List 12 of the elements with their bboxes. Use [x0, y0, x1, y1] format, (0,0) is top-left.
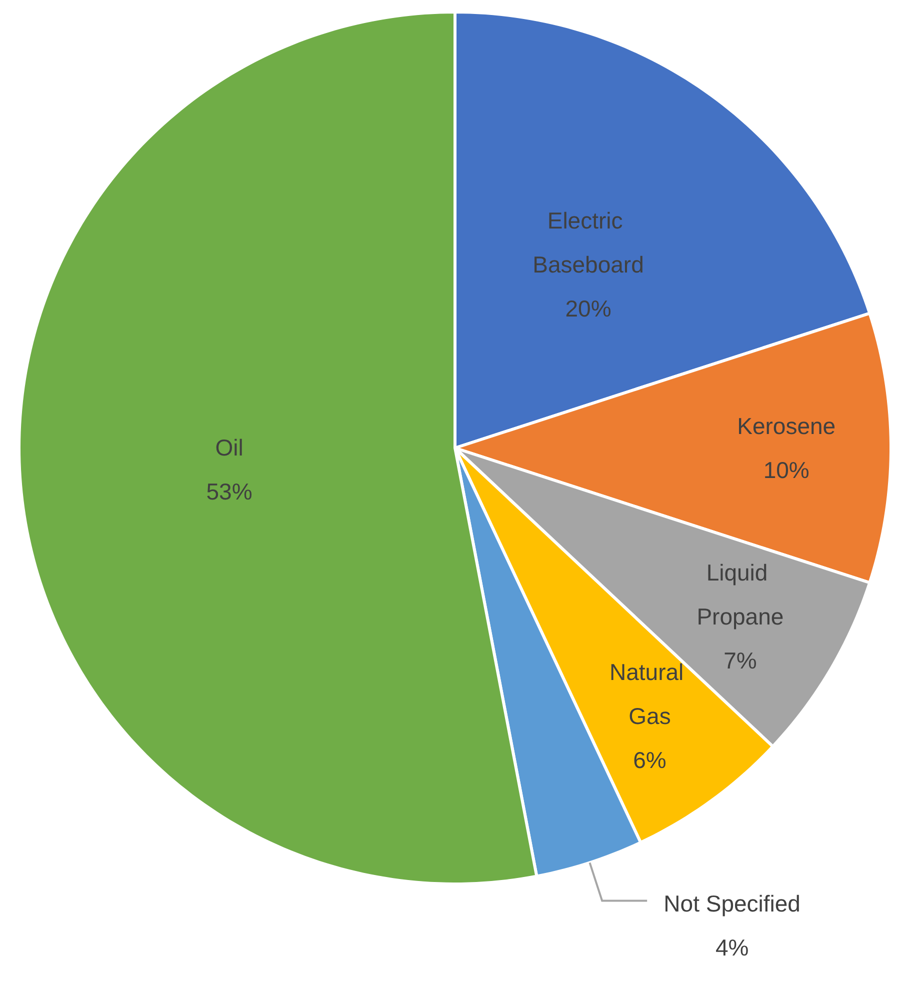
data-label: 7% — [724, 648, 757, 674]
data-label: 53% — [206, 478, 252, 504]
slice-label: Electric Baseboard — [532, 208, 644, 278]
slice-label: Natural Gas — [609, 659, 690, 730]
slice-label: Liquid Propane — [696, 560, 784, 630]
slice-label: Not Specified — [664, 890, 800, 917]
data-label: 4% — [715, 934, 749, 961]
slice-label: Kerosene — [737, 413, 836, 439]
data-label: 10% — [763, 457, 810, 483]
data-label: 20% — [565, 296, 612, 322]
data-label: 6% — [633, 747, 666, 774]
slice-label: Oil — [215, 434, 244, 460]
